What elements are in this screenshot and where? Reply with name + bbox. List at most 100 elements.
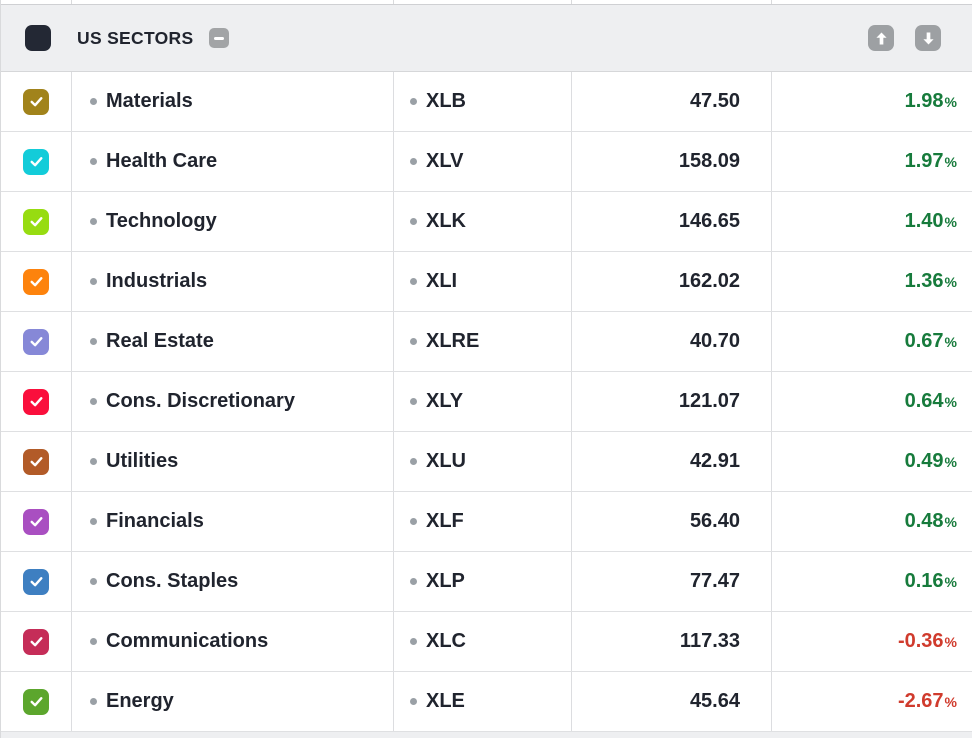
- collapse-section-button[interactable]: [209, 28, 230, 48]
- percent-suffix: %: [944, 333, 957, 350]
- table-row[interactable]: Materials XLB 47.50 1.98%: [1, 72, 972, 132]
- bullet-icon: [410, 518, 417, 525]
- check-icon: [29, 457, 43, 467]
- table-row[interactable]: Cons. Staples XLP 77.47 0.16%: [1, 552, 972, 612]
- check-icon: [29, 577, 43, 587]
- sector-name-cell[interactable]: Real Estate: [72, 312, 394, 371]
- sector-name: Health Care: [106, 150, 218, 172]
- check-icon: [29, 697, 43, 707]
- change-cell: 0.16%: [772, 552, 972, 611]
- row-checkbox[interactable]: [23, 388, 49, 415]
- table-row[interactable]: Technology XLK 146.65 1.40%: [1, 192, 972, 252]
- sector-name-cell[interactable]: Health Care: [72, 132, 394, 191]
- sector-name-cell[interactable]: Technology: [72, 192, 394, 251]
- change-value: -0.36: [897, 630, 944, 652]
- table-row[interactable]: Financials XLF 56.40 0.48%: [1, 492, 972, 552]
- bullet-icon: [90, 158, 97, 165]
- sector-name: Materials: [106, 90, 193, 112]
- ticker-cell[interactable]: XLRE: [394, 312, 572, 371]
- sector-name-cell[interactable]: Energy: [72, 672, 394, 731]
- sector-name-cell[interactable]: Cons. Staples: [72, 552, 394, 611]
- ticker: XLB: [426, 90, 466, 112]
- price-cell: 162.02: [572, 252, 772, 311]
- table-row[interactable]: Utilities XLU 42.91 0.49%: [1, 432, 972, 492]
- sector-name-cell[interactable]: Materials: [72, 72, 394, 131]
- arrow-up-icon: [875, 31, 887, 45]
- table-row[interactable]: Communications XLC 117.33 -0.36%: [1, 612, 972, 672]
- change-value: 1.36: [904, 270, 944, 292]
- ticker: XLY: [426, 390, 464, 412]
- ticker: XLV: [426, 150, 464, 172]
- row-checkbox[interactable]: [23, 568, 49, 595]
- bullet-icon: [90, 98, 97, 105]
- row-checkbox[interactable]: [23, 208, 49, 235]
- price-cell: 47.50: [572, 72, 772, 131]
- row-checkbox[interactable]: [23, 628, 49, 655]
- bullet-icon: [90, 578, 97, 585]
- row-checkbox[interactable]: [23, 148, 49, 175]
- bullet-icon: [90, 218, 97, 225]
- row-checkbox[interactable]: [23, 688, 49, 715]
- row-checkbox[interactable]: [23, 508, 49, 535]
- sector-name-cell[interactable]: Communications: [72, 612, 394, 671]
- ticker-cell[interactable]: XLV: [394, 132, 572, 191]
- next-section-edge: [1, 732, 972, 738]
- check-icon: [29, 157, 43, 167]
- bullet-icon: [410, 698, 417, 705]
- sector-name: Technology: [106, 210, 217, 232]
- arrow-down-icon: [922, 31, 934, 45]
- change-cell: 1.40%: [772, 192, 972, 251]
- row-checkbox[interactable]: [23, 268, 49, 295]
- ticker-cell[interactable]: XLY: [394, 372, 572, 431]
- sector-name-cell[interactable]: Utilities: [72, 432, 394, 491]
- table-row[interactable]: Energy XLE 45.64 -2.67%: [1, 672, 972, 732]
- ticker: XLRE: [426, 330, 480, 352]
- ticker: XLU: [426, 450, 466, 472]
- ticker-cell[interactable]: XLK: [394, 192, 572, 251]
- percent-suffix: %: [944, 453, 957, 470]
- select-all-checkbox[interactable]: [25, 25, 51, 51]
- sector-name: Utilities: [106, 450, 179, 472]
- bullet-icon: [90, 518, 97, 525]
- row-checkbox[interactable]: [23, 88, 49, 115]
- ticker-cell[interactable]: XLC: [394, 612, 572, 671]
- ticker: XLC: [426, 630, 466, 652]
- price-cell: 146.65: [572, 192, 772, 251]
- move-up-button[interactable]: [868, 25, 894, 51]
- price-cell: 45.64: [572, 672, 772, 731]
- price-cell: 158.09: [572, 132, 772, 191]
- change-cell: -0.36%: [772, 612, 972, 671]
- ticker-cell[interactable]: XLB: [394, 72, 572, 131]
- sector-name-cell[interactable]: Cons. Discretionary: [72, 372, 394, 431]
- bullet-icon: [90, 398, 97, 405]
- sector-name: Cons. Discretionary: [106, 390, 295, 412]
- percent-suffix: %: [944, 93, 957, 110]
- section-header: US SECTORS: [1, 5, 972, 72]
- row-select-cell: [1, 252, 72, 311]
- sector-name: Financials: [106, 510, 204, 532]
- ticker-cell[interactable]: XLU: [394, 432, 572, 491]
- bullet-icon: [410, 278, 417, 285]
- sector-name-cell[interactable]: Industrials: [72, 252, 394, 311]
- ticker-cell[interactable]: XLP: [394, 552, 572, 611]
- ticker-cell[interactable]: XLF: [394, 492, 572, 551]
- ticker-cell[interactable]: XLI: [394, 252, 572, 311]
- table-row[interactable]: Industrials XLI 162.02 1.36%: [1, 252, 972, 312]
- sector-name-cell[interactable]: Financials: [72, 492, 394, 551]
- change-cell: 1.98%: [772, 72, 972, 131]
- move-down-button[interactable]: [915, 25, 941, 51]
- price: 158.09: [678, 150, 740, 172]
- ticker-cell[interactable]: XLE: [394, 672, 572, 731]
- price: 47.50: [689, 90, 740, 112]
- price: 40.70: [689, 330, 740, 352]
- table-row[interactable]: Cons. Discretionary XLY 121.07 0.64%: [1, 372, 972, 432]
- table-row[interactable]: Health Care XLV 158.09 1.97%: [1, 132, 972, 192]
- ticker: XLK: [426, 210, 466, 232]
- price-cell: 56.40: [572, 492, 772, 551]
- price: 121.07: [678, 390, 740, 412]
- row-checkbox[interactable]: [23, 328, 49, 355]
- row-select-cell: [1, 72, 72, 131]
- row-checkbox[interactable]: [23, 448, 49, 475]
- sector-name: Communications: [106, 630, 269, 652]
- table-row[interactable]: Real Estate XLRE 40.70 0.67%: [1, 312, 972, 372]
